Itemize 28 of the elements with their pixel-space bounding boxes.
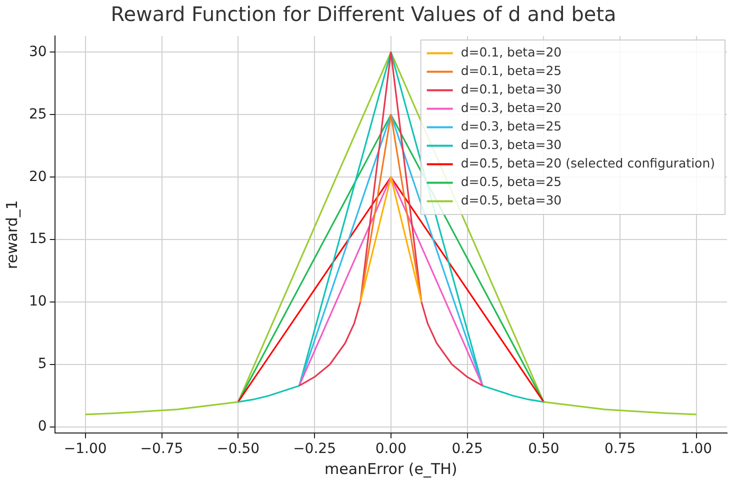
y-tick-label: 20 [28, 168, 47, 185]
y-tick-label: 15 [28, 231, 47, 248]
y-tick-label: 0 [38, 418, 47, 435]
x-tick-label: 0.25 [452, 441, 483, 458]
x-tick-label: 0.00 [375, 441, 406, 458]
legend-label: d=0.3, beta=30 [460, 137, 562, 152]
x-tick-label: −1.00 [64, 441, 107, 458]
y-axis-title: reward_1 [2, 200, 21, 270]
legend-label: d=0.1, beta=20 [460, 44, 562, 60]
x-tick-label: −0.75 [140, 441, 184, 458]
chart-title: Reward Function for Different Values of d and beta [110, 2, 616, 26]
legend-label: d=0.5, beta=30 [460, 192, 562, 208]
legend-label: d=0.1, beta=25 [460, 63, 562, 78]
x-tick-label: 0.50 [528, 441, 560, 458]
legend-label: d=0.3, beta=25 [460, 118, 562, 134]
y-tick-label: 5 [38, 356, 47, 372]
x-tick-label: 1.00 [680, 441, 712, 458]
y-tick-label: 25 [28, 106, 47, 122]
x-tick-label: 0.75 [604, 441, 636, 458]
legend-label: d=0.5, beta=20 (selected configuration) [460, 156, 716, 170]
legend-label: d=0.3, beta=20 [460, 100, 562, 115]
y-tick-label: 10 [28, 294, 47, 310]
legend-label: d=0.1, beta=30 [460, 82, 562, 96]
x-tick-label: −0.50 [216, 441, 260, 458]
legend-label: d=0.5, beta=25 [460, 174, 562, 189]
x-axis-title: meanError (e_TH) [324, 460, 458, 478]
y-tick-label: 30 [28, 44, 47, 60]
x-tick-label: −0.25 [293, 441, 336, 458]
